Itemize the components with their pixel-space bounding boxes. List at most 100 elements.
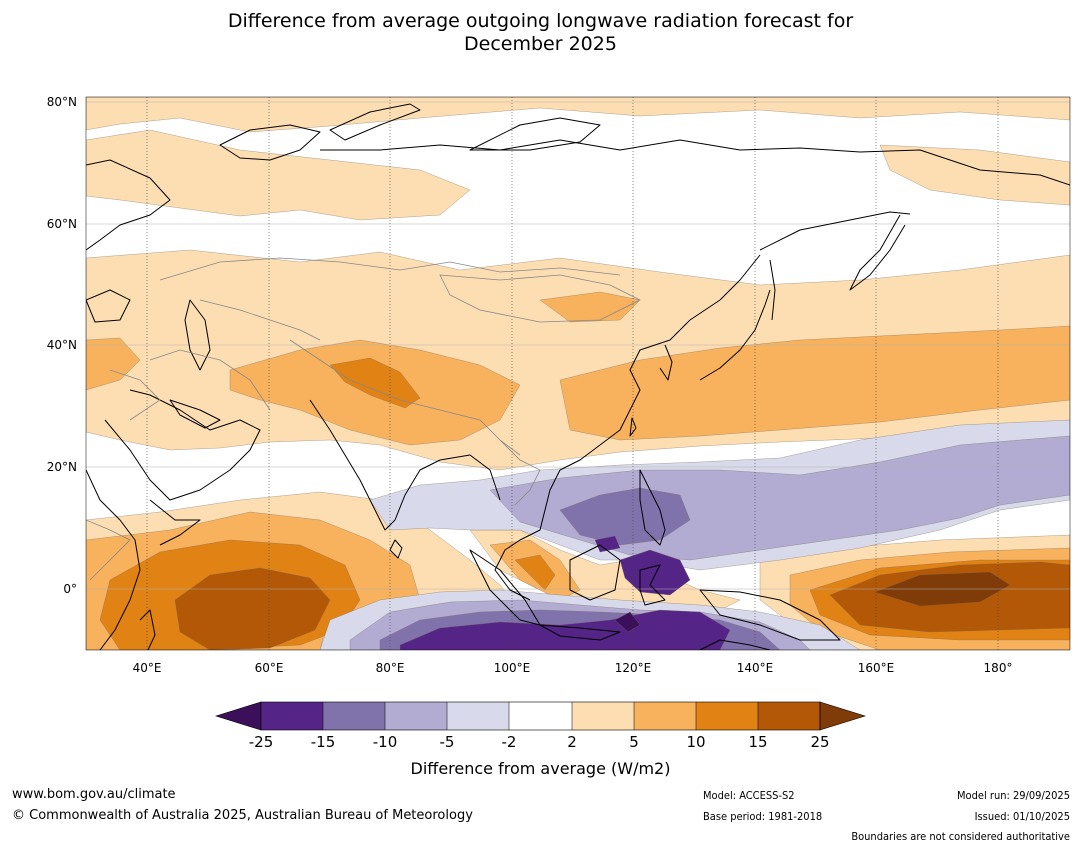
model-run-date: Model run: 29/09/2025 — [957, 789, 1070, 802]
copyright-text: © Commonwealth of Australia 2025, Austra… — [12, 808, 473, 823]
model-name: Model: ACCESS-S2 — [703, 789, 795, 802]
border-iran — [149, 349, 271, 411]
colorbar-tick: -10 — [372, 733, 398, 751]
lat-label-20n: 20°N — [46, 460, 77, 474]
colorbar-label: Difference from average (W/m2) — [410, 759, 671, 778]
colorbar-dividers — [322, 702, 759, 730]
chart-title: Difference from average outgoing longwav… — [0, 10, 1081, 56]
lon-label-160e: 160°E — [857, 661, 895, 675]
coastlines — [86, 103, 1070, 650]
colorbar-bin-p10-p15 — [696, 702, 758, 730]
colorbar-bin-p2-p5 — [572, 702, 634, 730]
coastline-madagascar — [139, 609, 156, 650]
coastline-japan — [699, 289, 771, 381]
colorbar-tick: -25 — [248, 733, 274, 751]
base-period: Base period: 1981-2018 — [703, 810, 823, 823]
coastline-korea — [659, 344, 673, 381]
anomaly-region-sumatra-core — [514, 554, 556, 591]
colorbar-tick: 2 — [567, 733, 577, 751]
coastline-philippines — [639, 469, 666, 546]
lat-label-40n: 40°N — [46, 338, 77, 352]
border-russia-kazakhstan — [159, 257, 621, 281]
colorbar-tick: -2 — [501, 733, 517, 751]
colorbar — [214, 701, 867, 731]
lon-label-100e: 100°E — [493, 661, 531, 675]
coastline-sulawesi — [639, 564, 666, 606]
border-central-asia — [199, 299, 321, 341]
anomaly-fill-layer — [86, 97, 1070, 650]
anomaly-region-arctic-coast — [86, 97, 1070, 133]
anomaly-region-indian-ocean-max — [174, 567, 331, 650]
website-link[interactable]: www.bom.gov.au/climate — [12, 787, 176, 802]
coastline-east-asia — [559, 254, 761, 471]
border-africa — [86, 519, 131, 581]
anomaly-region-arabia — [86, 337, 141, 391]
coastline-africa — [86, 469, 141, 650]
coastline-australia-north — [699, 639, 771, 650]
coastline-new-guinea — [699, 589, 841, 641]
boundaries-disclaimer: Boundaries are not considered authoritat… — [851, 830, 1070, 843]
colorbar-tick: -15 — [310, 733, 336, 751]
lat-label-60n: 60°N — [46, 217, 77, 231]
latitude-gridlines — [86, 101, 1070, 590]
colorbar-bin-n5-n2 — [447, 702, 509, 730]
colorbar-extend-min — [214, 701, 262, 731]
colorbar-bin-n15-n10 — [323, 702, 385, 730]
lon-label-120e: 120°E — [614, 661, 652, 675]
lon-label-40e: 40°E — [132, 661, 162, 675]
map-frame — [85, 96, 1071, 651]
lon-label-180: 180° — [983, 661, 1013, 675]
colorbar-bin-n25-n15 — [261, 702, 323, 730]
anomaly-region-west-siberia — [86, 129, 471, 221]
map-panel — [86, 97, 1070, 650]
longitude-gridlines — [146, 97, 999, 650]
coastline-java — [539, 624, 621, 641]
coastline-taymyr — [469, 117, 601, 151]
colorbar-tick: 15 — [748, 733, 768, 751]
colorbar-tick: 10 — [686, 733, 706, 751]
coastline-okhotsk — [759, 211, 911, 251]
colorbar-tick: 25 — [810, 733, 830, 751]
coastline-scandinavia — [86, 159, 171, 251]
border-mongolia — [439, 274, 641, 323]
lon-label-140e: 140°E — [736, 661, 774, 675]
coastline-persian-gulf — [169, 399, 221, 429]
anomaly-region-philippines — [559, 487, 691, 546]
chart-title-line-2: December 2025 — [464, 33, 617, 55]
country-borders — [86, 257, 641, 581]
coastline-caspian — [184, 299, 211, 371]
coastline-horn-of-africa — [149, 499, 201, 546]
anomaly-region-mindanao — [594, 535, 621, 553]
colorbar-extend-max — [819, 701, 867, 731]
anomaly-region-molucca — [619, 549, 691, 596]
issued-date: Issued: 01/10/2025 — [974, 810, 1070, 823]
colorbar-bin-p15-p25 — [758, 702, 820, 730]
coastline-taiwan — [629, 417, 637, 437]
coastline-india — [309, 399, 501, 531]
anomaly-region-east-siberia — [879, 144, 1070, 206]
colorbar-bin-p5-p10 — [634, 702, 696, 730]
colorbar-outline — [260, 701, 821, 731]
border-middle-east — [109, 369, 161, 421]
coastline-black-sea — [86, 289, 131, 323]
anomaly-region-extreme-negative — [614, 611, 641, 633]
coastline-borneo — [569, 544, 621, 601]
coastline-arctic-russia — [320, 139, 1070, 186]
lon-label-60e: 60°E — [254, 661, 284, 675]
coastline-arabia — [104, 389, 261, 501]
lat-label-80n: 80°N — [46, 95, 77, 109]
anomaly-region-china-pacific — [559, 325, 1070, 441]
lon-label-80e: 80°E — [375, 661, 405, 675]
chart-title-line-1: Difference from average outgoing longwav… — [227, 10, 854, 32]
coastline-sri-lanka — [389, 539, 403, 559]
colorbar-bin-n2-p2 — [509, 702, 572, 730]
border-southeast-asia — [499, 439, 541, 506]
lat-label-equator: 0° — [63, 582, 77, 596]
border-china-india — [289, 339, 521, 456]
coastline-novaya-zemlya — [329, 103, 421, 141]
anomaly-region-mongolia — [539, 291, 641, 323]
coastline-kola — [219, 124, 321, 161]
anomaly-region-banda-sea — [399, 609, 731, 650]
colorbar-tick: -5 — [439, 733, 455, 751]
